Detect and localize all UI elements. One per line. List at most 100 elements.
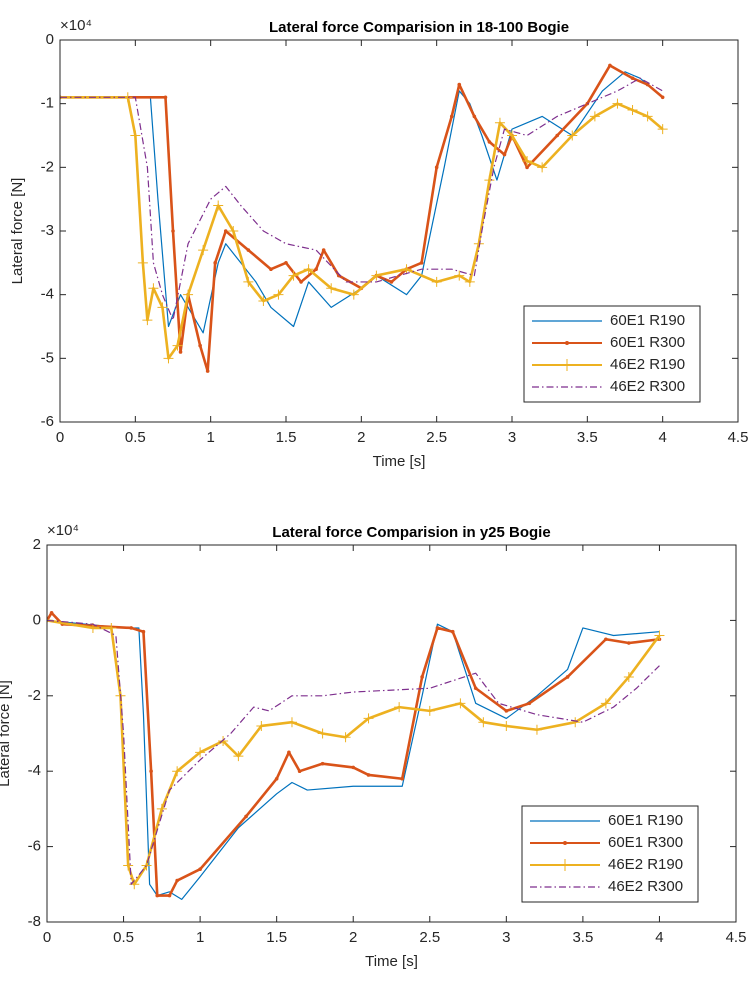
point-marker [213,200,224,211]
chart-title: Lateral force Comparision in 18-100 Bogi… [269,19,569,36]
point-marker [183,289,194,300]
point-marker [106,622,117,633]
point-marker [269,267,273,272]
point-marker [299,280,303,284]
point-marker [157,302,168,313]
point-marker [501,720,512,731]
point-marker [286,717,297,728]
point-marker [198,867,202,872]
point-marker [627,641,631,645]
point-marker [366,773,371,777]
x-tick-label: 4 [658,429,666,446]
point-marker [233,751,244,762]
x-tick-label: 1.5 [276,429,297,446]
series-layer [47,611,665,900]
point-marker [198,245,209,256]
legend-marker [561,359,573,371]
point-marker [297,769,302,773]
point-marker [49,611,54,615]
x-axis-label: Time [s] [365,953,418,970]
point-marker [163,353,174,364]
point-marker [244,814,248,819]
point-marker [246,248,251,252]
axis-multiplier: ×10⁴ [60,17,92,34]
point-marker [274,776,279,781]
point-marker [223,229,228,233]
y-tick-label: -6 [41,413,54,430]
point-marker [537,162,548,173]
point-marker [555,133,559,138]
point-marker [608,63,612,68]
point-marker [284,261,288,265]
point-marker [464,276,475,287]
point-marker [473,686,478,691]
point-marker [148,283,159,294]
axes-box [46,544,737,923]
series-line [47,611,660,897]
point-marker [141,629,146,634]
point-marker [454,270,465,281]
y-tick-label: 2 [33,536,41,553]
point-marker [645,82,650,87]
point-marker [389,280,394,284]
point-marker [123,860,134,871]
series-line [60,77,663,321]
point-marker [504,709,509,713]
point-marker [198,343,202,348]
point-marker [455,698,466,709]
axes-box [59,39,739,423]
chart-title: Lateral force Comparision in y25 Bogie [272,524,550,541]
x-tick-label: 2 [349,929,357,946]
point-marker [321,248,326,252]
point-marker [287,750,291,755]
point-marker [348,289,359,300]
axis-multiplier: ×10⁴ [47,522,79,539]
point-marker [570,717,581,728]
point-marker [129,626,134,630]
point-marker [487,140,492,144]
point-marker [363,713,374,724]
point-marker [630,76,635,80]
point-marker [472,114,477,119]
point-marker [178,350,183,354]
x-tick-label: 3 [508,429,516,446]
point-marker [527,701,532,706]
point-marker [565,675,570,679]
y-tick-label: -8 [28,913,41,930]
point-marker [163,95,168,100]
legend-box [523,305,701,403]
y-tick-label: -1 [41,95,54,112]
x-tick-label: 0 [43,929,51,946]
point-marker [623,671,634,682]
point-marker [167,893,172,898]
y-tick-label: -6 [28,838,41,855]
point-marker [401,264,412,275]
point-marker [600,698,611,709]
legend-marker [563,841,567,845]
legend-marker [565,341,569,345]
point-marker [172,766,183,777]
point-marker [371,270,382,281]
point-marker [340,732,351,743]
y-axis-label: Lateral force [N] [0,680,13,787]
point-marker [258,296,269,307]
x-tick-label: 2.5 [419,929,440,946]
x-tick-label: 1.5 [266,929,287,946]
point-marker [256,720,267,731]
legend-label: 46E2 R190 [608,856,683,873]
point-marker [431,276,442,287]
point-marker [326,283,337,294]
point-marker [642,111,653,122]
point-marker [243,276,254,287]
point-marker [141,860,152,871]
point-marker [172,340,183,351]
point-marker [317,728,328,739]
x-axis-label: Time [s] [373,453,426,470]
point-marker [419,261,424,265]
point-marker [424,705,435,716]
point-marker [567,130,578,141]
series-line [47,619,660,885]
point-marker [288,270,299,281]
legend-label: 60E1 R300 [610,334,685,351]
point-marker [171,229,175,233]
